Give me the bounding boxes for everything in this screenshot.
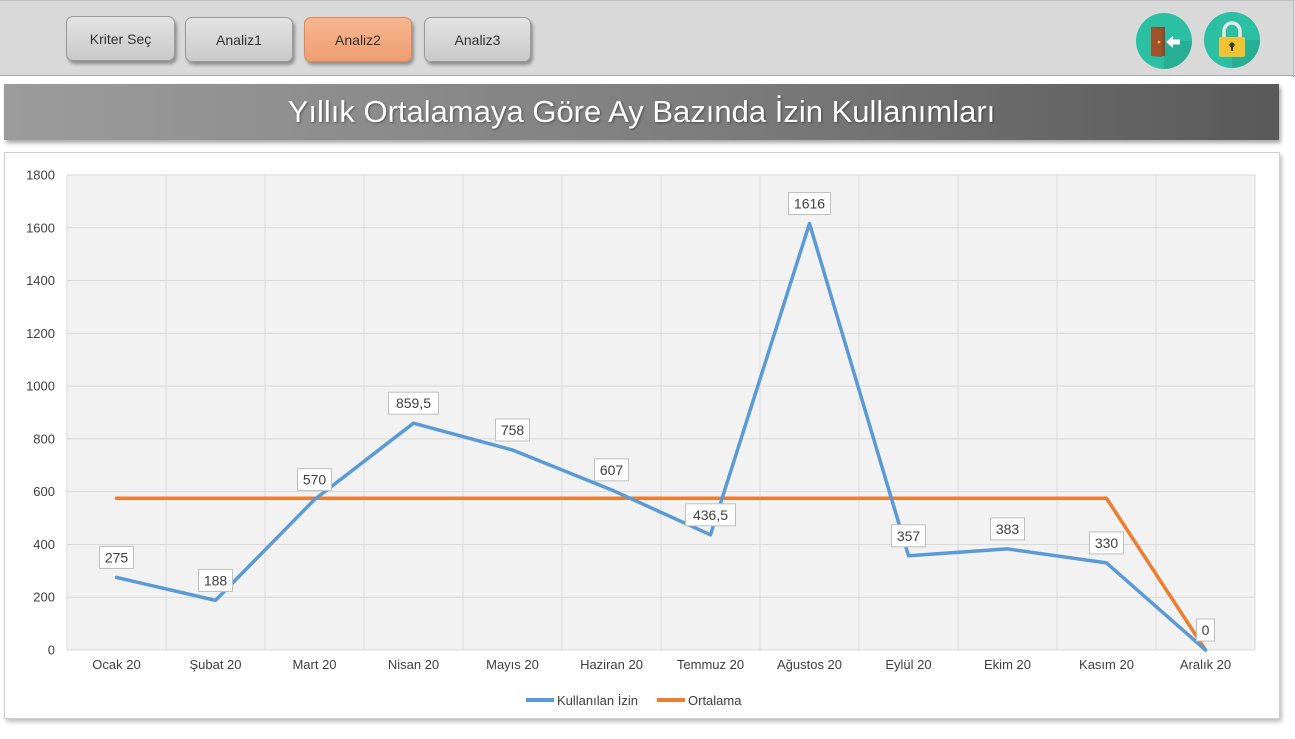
data-label-box [495,418,530,442]
y-tick-label: 1000 [26,379,55,394]
x-tick-label: Aralık 20 [1180,657,1231,672]
data-label-box [788,192,831,216]
title-banner: Yıllık Ortalamaya Göre Ay Bazında İzin K… [4,84,1279,140]
data-label-box [99,545,134,569]
data-label: 570 [303,472,327,488]
data-label: 383 [996,521,1020,537]
y-tick-label: 1600 [26,220,55,235]
kriter-sec-button[interactable]: Kriter Seç [66,16,175,61]
y-tick-label: 1800 [26,168,55,183]
data-label-box [990,517,1025,541]
data-label: 330 [1095,535,1119,551]
lock-icon[interactable] [1204,12,1260,68]
page-title: Yıllık Ortalamaya Göre Ay Bazında İzin K… [287,94,996,129]
toolbar-edge [1293,1,1294,77]
x-tick-label: Ocak 20 [92,657,140,672]
x-tick-label: Ağustos 20 [777,657,842,672]
data-label-box [297,468,332,492]
data-label-box [594,458,629,482]
data-label: 607 [600,462,624,478]
analiz2-button[interactable]: Analiz2 [304,17,412,62]
x-tick-label: Mart 20 [292,657,336,672]
data-label-box [685,503,736,527]
data-label-box [388,391,439,415]
x-tick-label: Kasım 20 [1079,657,1134,672]
data-label: 275 [105,549,129,565]
y-tick-label: 800 [33,431,55,446]
toolbar: Kriter Seç Analiz1 Analiz2 Analiz3 [0,0,1295,77]
series-line-kullanilan-izin [114,221,1208,652]
data-label: 357 [897,528,921,544]
x-tick-label: Eylül 20 [885,657,931,672]
line-chart: 0 200 400 600 800 1000 1200 1400 1600 1800 Ocak 20… [26,168,1256,708]
legend-label-kullanilan-izin: Kullanılan İzin [557,693,638,708]
data-label: 859,5 [396,395,431,411]
chart-frame: 0 200 400 600 800 1000 1200 1400 1600 1800 Ocak 20… [4,152,1280,719]
data-label: 1616 [794,196,825,212]
x-tick-label: Ekim 20 [984,657,1031,672]
x-tick-label: Şubat 20 [189,657,241,672]
y-tick-label: 0 [48,643,55,658]
data-label-box [1089,531,1124,555]
y-tick-label: 1200 [26,326,55,341]
data-label-box [1196,618,1215,642]
series-line-ortalama [114,496,1208,652]
analiz1-button[interactable]: Analiz1 [185,17,293,62]
x-tick-label: Mayıs 20 [486,657,539,672]
y-tick-label: 1400 [26,273,55,288]
data-label: 188 [204,572,228,588]
x-tick-label: Temmuz 20 [677,657,744,672]
exit-door-icon[interactable] [1136,13,1192,69]
data-label: 436,5 [693,507,728,523]
y-tick-label: 400 [33,537,55,552]
y-tick-label: 200 [33,590,55,605]
analiz3-button[interactable]: Analiz3 [424,17,531,62]
data-label-box [198,568,233,592]
x-tick-label: Haziran 20 [580,657,643,672]
data-label: 758 [501,422,525,438]
legend-label-ortalama: Ortalama [688,693,742,708]
data-label: 0 [1202,622,1210,638]
data-label-box [891,524,926,548]
x-tick-label: Nisan 20 [388,657,439,672]
y-tick-label: 600 [33,484,55,499]
